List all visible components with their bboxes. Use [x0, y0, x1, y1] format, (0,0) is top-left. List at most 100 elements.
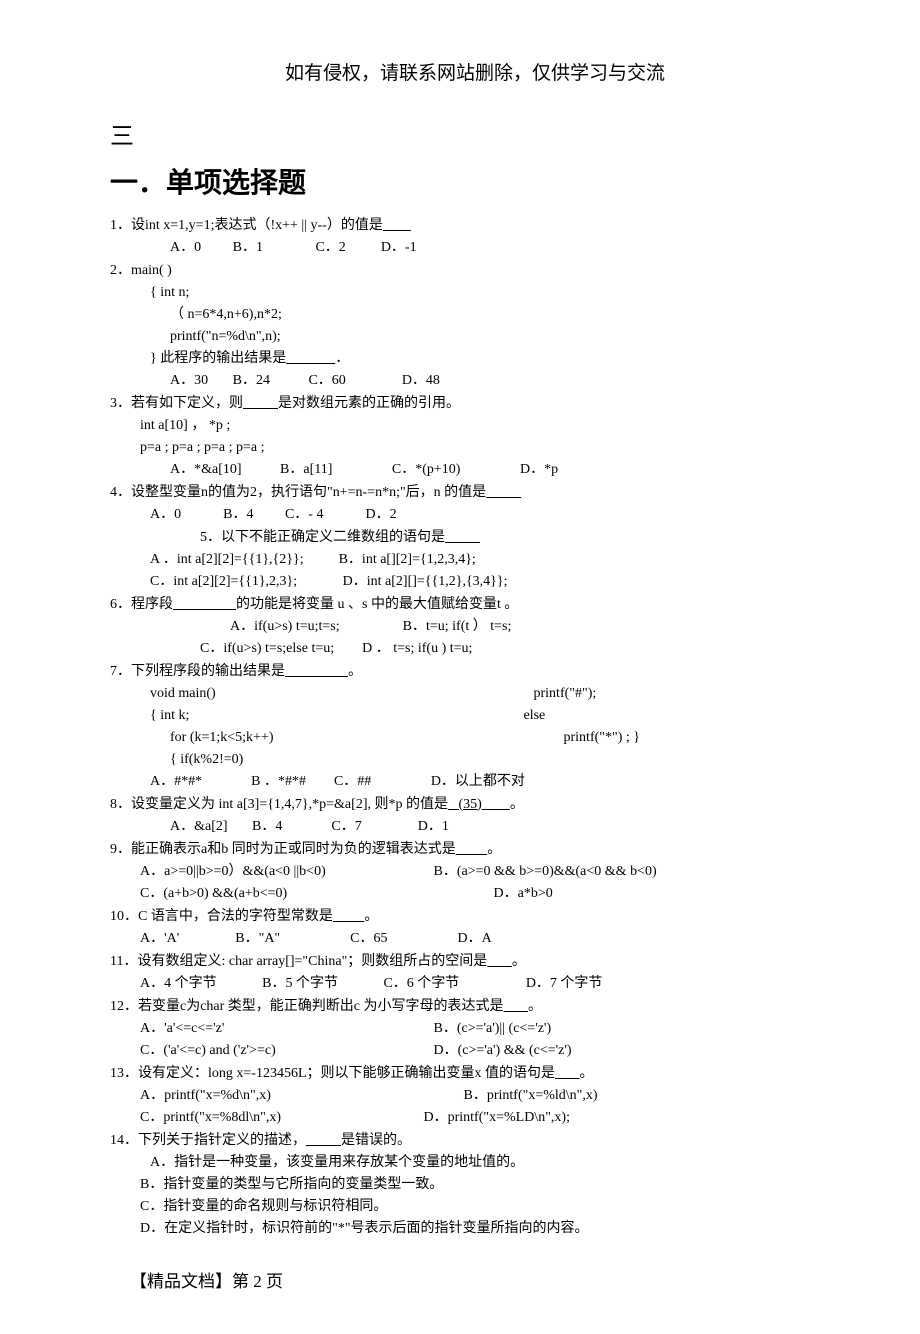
- q7-opt-c: C．##: [334, 774, 371, 789]
- question-8: 8．设变量定义为 int a[3]={1,4,7},*p=&a[2], 则*p …: [110, 794, 840, 837]
- question-13: 13．设有定义：long x=-123456L；则以下能够正确输出变量x 值的语…: [110, 1063, 840, 1128]
- q7-stem: 7．下列程序段的输出结果是: [110, 664, 285, 679]
- question-4: 4．设整型变量n的值为2，执行语句"n+=n-=n*n;"后，n 的值是 A．0…: [110, 482, 840, 525]
- page-footer: 【精品文档】第 2 页: [110, 1269, 840, 1295]
- q7-r2: else: [524, 708, 546, 723]
- q4-opt-a: A．0: [150, 507, 181, 522]
- q2-l4: printf("n=%d\n",n);: [110, 326, 840, 347]
- q3-l3: p=a ; p=a ; p=a ; p=a ;: [110, 437, 840, 458]
- q2-l5: } 此程序的输出结果是: [150, 351, 286, 366]
- q5-opt-b: B．int a[][2]={1,2,3,4};: [339, 552, 476, 567]
- q14-stem2: 是错误的。: [341, 1133, 411, 1148]
- q14-blank: [306, 1133, 341, 1148]
- q9-opt-a: A．a>=0||b>=0）&&(a<0 ||b<0): [140, 861, 430, 882]
- q8-opt-b: B．4: [252, 819, 282, 834]
- q2-blank: [286, 351, 335, 366]
- q12-opt-d: D．(c>='a') && (c<='z'): [434, 1043, 572, 1058]
- q7-opt-a: A．#*#*: [150, 774, 202, 789]
- q5-opt-c: C．int a[2][2]={{1},2,3};: [150, 574, 297, 589]
- question-7: 7．下列程序段的输出结果是 。 void main() printf("#");…: [110, 661, 840, 792]
- q3-opt-a: A．*&a[10]: [170, 462, 242, 477]
- question-2: 2．main( ) { int n; （ n=6*4,n+6),n*2; pri…: [110, 260, 840, 391]
- q4-opt-d: D．2: [365, 507, 396, 522]
- q1-blank: [383, 218, 411, 233]
- q11-blank: [487, 954, 512, 969]
- q13-stem: 13．设有定义：long x=-123456L；则以下能够正确输出变量x 值的语…: [110, 1066, 555, 1081]
- q3-stem: 3．若有如下定义，则: [110, 396, 243, 411]
- q8-opt-d: D．1: [418, 819, 449, 834]
- q4-blank: [486, 485, 521, 500]
- q10-opt-b: B．"A": [235, 931, 280, 946]
- q7-l3: for (k=1;k<5;k++): [110, 727, 560, 748]
- q2-l2: { int n;: [110, 282, 840, 303]
- q12-opt-c: C．('a'<=c) and ('z'>=c): [140, 1040, 430, 1061]
- q11-stem: 11．设有数组定义: char array[]="China"；则数组所占的空间…: [110, 954, 487, 969]
- q14-stem: 14．下列关于指针定义的描述，: [110, 1133, 306, 1148]
- q14-opt-a: A．指针是一种变量，该变量用来存放某个变量的地址值的。: [110, 1152, 840, 1173]
- q2-opt-d: D．48: [402, 373, 440, 388]
- page-title: 一．单项选择题: [110, 163, 840, 205]
- q9-stem: 9．能正确表示a和b 同时为正或同时为负的逻辑表达式是: [110, 842, 456, 857]
- q14-opt-b: B．指针变量的类型与它所指向的变量类型一致。: [110, 1174, 840, 1195]
- q1-stem: 1．设int x=1,y=1;表达式（!x++ || y--）的值是: [110, 218, 383, 233]
- q12-blank: [504, 999, 529, 1014]
- question-14: 14．下列关于指针定义的描述， 是错误的。 A．指针是一种变量，该变量用来存放某…: [110, 1130, 840, 1239]
- q12-opt-b: B．(c>='a')|| (c<='z'): [434, 1021, 552, 1036]
- header-disclaimer: 如有侵权，请联系网站删除，仅供学习与交流: [110, 60, 840, 89]
- q8-stem: 8．设变量定义为 int a[3]={1,4,7},*p=&a[2], 则*p …: [110, 797, 448, 812]
- q12-stem: 12．若变量c为char 类型，能正确判断出c 为小写字母的表达式是: [110, 999, 504, 1014]
- q3-stem2: 是对数组元素的正确的引用。: [278, 396, 460, 411]
- q6-opt-a: A．if(u>s) t=u;t=s;: [230, 619, 340, 634]
- q10-opt-c: C．65: [350, 931, 387, 946]
- q5-opt-d: D．int a[2][]={{1,2},{3,4}};: [343, 574, 508, 589]
- q13-opt-c: C．printf("x=%8dl\n",x): [140, 1107, 420, 1128]
- q9-blank: [456, 842, 488, 857]
- q3-opt-c: C．*(p+10): [392, 462, 461, 477]
- q4-opt-b: B．4: [223, 507, 253, 522]
- q1-opt-d: D．-1: [381, 240, 417, 255]
- q7-r3: printf("*") ; }: [564, 730, 640, 745]
- q9-opt-b: B．(a>=0 && b>=0)&&(a<0 && b<0): [434, 864, 657, 879]
- q7-l4: { if(k%2!=0): [110, 749, 840, 770]
- q11-opt-d: D．7 个字节: [526, 976, 603, 991]
- q7-blank: [285, 664, 348, 679]
- q5-stem: 5．以下不能正确定义二维数组的语句是: [200, 530, 445, 545]
- q8-opt-a: A．&a[2]: [170, 819, 228, 834]
- q7-opt-b: B ．*#*#: [251, 774, 306, 789]
- question-9: 9．能正确表示a和b 同时为正或同时为负的逻辑表达式是 。 A．a>=0||b>…: [110, 839, 840, 904]
- question-10: 10．C 语言中，合法的字符型常数是 。 A．'A' B．"A" C．65 D．…: [110, 906, 840, 949]
- q1-opt-b: B．1: [233, 240, 263, 255]
- q12-opt-a: A．'a'<=c<='z': [140, 1018, 430, 1039]
- q2-l1: 2．main( ): [110, 260, 840, 281]
- q7-r1: printf("#");: [534, 686, 597, 701]
- q6-opt-b: B．t=u; if(t ） t=s;: [403, 619, 512, 634]
- q4-stem: 4．设整型变量n的值为2，执行语句"n+=n-=n*n;"后，n 的值是: [110, 485, 486, 500]
- q2-l3: （ n=6*4,n+6),n*2;: [110, 304, 840, 325]
- q10-opt-d: D．A: [458, 931, 492, 946]
- q7-l2: { int k;: [110, 705, 520, 726]
- q13-blank: [555, 1066, 580, 1081]
- q5-blank: [445, 530, 480, 545]
- q2-l5b: ．: [335, 351, 349, 366]
- q3-opt-d: D．*p: [520, 462, 558, 477]
- q3-l2: int a[10] ， *p ;: [110, 415, 840, 436]
- question-6: 6．程序段 的功能是将变量 u 、s 中的最大值赋给变量t 。 A．if(u>s…: [110, 594, 840, 659]
- q2-opt-b: B．24: [233, 373, 270, 388]
- q6-stem: 6．程序段: [110, 597, 173, 612]
- q10-stem: 10．C 语言中，合法的字符型常数是: [110, 909, 333, 924]
- question-12: 12．若变量c为char 类型，能正确判断出c 为小写字母的表达式是 。 A．'…: [110, 996, 840, 1061]
- q6-stem2: 的功能是将变量 u 、s 中的最大值赋给变量t 。: [236, 597, 518, 612]
- section-number: 三: [110, 119, 840, 155]
- q14-opt-d: D．在定义指针时，标识符前的"*"号表示后面的指针变量所指向的内容。: [110, 1218, 840, 1239]
- q8-opt-c: C．7: [331, 819, 361, 834]
- question-5: 5．以下不能正确定义二维数组的语句是 A ．int a[2][2]={{1},{…: [110, 527, 840, 592]
- question-11: 11．设有数组定义: char array[]="China"；则数组所占的空间…: [110, 951, 840, 994]
- question-1: 1．设int x=1,y=1;表达式（!x++ || y--）的值是 A．0 B…: [110, 215, 840, 258]
- q7-l1: void main(): [110, 683, 530, 704]
- q9-opt-d: D．a*b>0: [494, 886, 553, 901]
- q2-opt-a: A．30: [170, 373, 208, 388]
- q6-opt-c: C．if(u>s) t=s;else t=u;: [200, 641, 334, 656]
- q11-opt-a: A．4 个字节: [140, 976, 217, 991]
- q13-opt-b: B．printf("x=%ld\n",x): [464, 1088, 598, 1103]
- q10-blank: [333, 909, 365, 924]
